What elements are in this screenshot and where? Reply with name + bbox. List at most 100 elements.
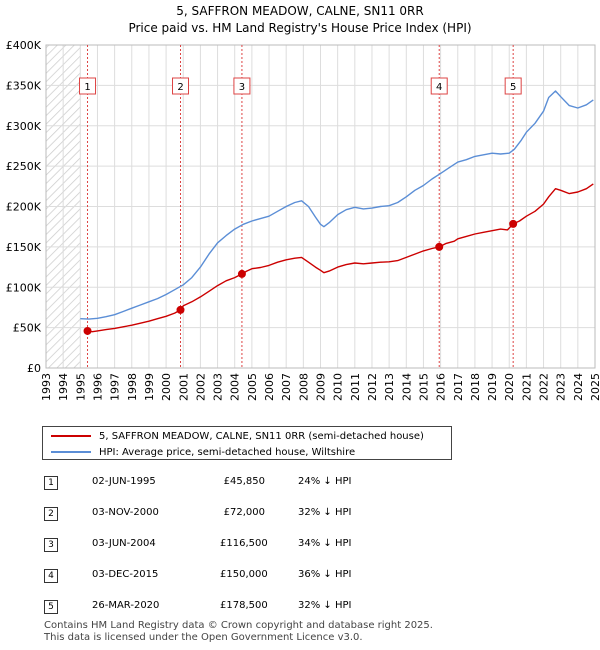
sale-point bbox=[435, 242, 444, 251]
sale-number: 5 bbox=[44, 600, 58, 614]
sale-price: £150,000 bbox=[220, 569, 268, 580]
sale-price: £178,500 bbox=[220, 600, 268, 611]
sale-hpi-diff: 32% ↓ HPI bbox=[298, 600, 352, 611]
x-tick-label: 2001 bbox=[177, 373, 190, 401]
sale-number: 4 bbox=[44, 569, 58, 583]
y-tick-label: £250K bbox=[6, 160, 42, 173]
sale-price: £45,850 bbox=[223, 476, 265, 487]
sale-hpi-diff: 24% ↓ HPI bbox=[298, 476, 352, 487]
x-tick-label: 2007 bbox=[280, 373, 293, 401]
legend: 5, SAFFRON MEADOW, CALNE, SN11 0RR (semi… bbox=[42, 426, 452, 460]
x-tick-label: 2006 bbox=[263, 373, 276, 401]
footer-licence: This data is licensed under the Open Gov… bbox=[44, 632, 363, 643]
x-tick-label: 1997 bbox=[109, 373, 122, 401]
x-tick-label: 2009 bbox=[315, 373, 328, 401]
sale-marker-number: 4 bbox=[436, 82, 442, 93]
sale-point bbox=[176, 305, 185, 314]
chart-title: 5, SAFFRON MEADOW, CALNE, SN11 0RR bbox=[176, 4, 423, 18]
sale-date: 03-JUN-2004 bbox=[92, 538, 156, 549]
x-tick-label: 2014 bbox=[400, 373, 413, 401]
x-tick-label: 2004 bbox=[229, 373, 242, 401]
x-tick-label: 2024 bbox=[572, 373, 585, 401]
x-tick-label: 2015 bbox=[417, 373, 430, 401]
plot-border bbox=[45, 44, 596, 369]
sale-marker-number: 1 bbox=[84, 82, 90, 93]
legend-item-property: 5, SAFFRON MEADOW, CALNE, SN11 0RR (semi… bbox=[51, 428, 424, 444]
sale-date: 02-JUN-1995 bbox=[92, 476, 156, 487]
x-tick-label: 2017 bbox=[452, 373, 465, 401]
y-tick-label: £150K bbox=[6, 241, 42, 254]
sale-number: 3 bbox=[44, 538, 58, 552]
table-row: 5 26-MAR-2020 £178,500 32% ↓ HPI bbox=[40, 595, 440, 619]
sale-marker-box bbox=[430, 77, 448, 95]
x-tick-label: 1995 bbox=[74, 373, 87, 401]
x-tick-label: 2025 bbox=[589, 373, 600, 401]
sale-marker-lines bbox=[87, 45, 514, 368]
x-tick-label: 2016 bbox=[435, 373, 448, 401]
y-tick-label: £100K bbox=[6, 281, 42, 294]
table-row: 2 03-NOV-2000 £72,000 32% ↓ HPI bbox=[40, 502, 440, 526]
legend-item-hpi: HPI: Average price, semi-detached house,… bbox=[51, 444, 355, 460]
footer: Contains HM Land Registry data © Crown c… bbox=[44, 620, 433, 644]
sale-marker-number: 2 bbox=[177, 82, 183, 93]
y-axis: £0 £50K £100K £150K £200K £250K £300K £350K £400… bbox=[6, 39, 42, 375]
sale-hpi-diff: 36% ↓ HPI bbox=[298, 569, 352, 580]
y-tick-label: £300K bbox=[6, 120, 42, 133]
legend-label-property: 5, SAFFRON MEADOW, CALNE, SN11 0RR (semi… bbox=[99, 430, 424, 442]
x-tick-label: 2008 bbox=[297, 373, 310, 401]
x-tick-label: 1993 bbox=[40, 373, 53, 401]
y-tick-label: £400K bbox=[6, 39, 42, 52]
hpi-line bbox=[80, 90, 594, 320]
x-tick-label: 1999 bbox=[143, 373, 156, 401]
y-tick-label: £0 bbox=[27, 362, 41, 375]
grid bbox=[45, 44, 596, 369]
x-tick-label: 2012 bbox=[366, 373, 379, 401]
x-tick-label: 2021 bbox=[520, 373, 533, 401]
legend-label-hpi: HPI: Average price, semi-detached house,… bbox=[99, 446, 356, 458]
sale-date: 26-MAR-2020 bbox=[92, 600, 160, 611]
legend-swatch-property bbox=[51, 435, 91, 437]
x-tick-label: 2020 bbox=[503, 373, 516, 401]
sale-hpi-diff: 34% ↓ HPI bbox=[298, 538, 352, 549]
sale-marker-box bbox=[504, 77, 522, 95]
footer-copyright: Contains HM Land Registry data © Crown c… bbox=[44, 620, 433, 631]
x-tick-label: 2005 bbox=[246, 373, 259, 401]
sale-price: £72,000 bbox=[223, 507, 265, 518]
x-tick-label: 2000 bbox=[160, 373, 173, 401]
price-chart: 5, SAFFRON MEADOW, CALNE, SN11 0RR Price… bbox=[6, 4, 600, 401]
sale-marker-boxes: 1 2 3 4 5 bbox=[79, 77, 522, 95]
legend-swatch-hpi bbox=[51, 451, 91, 453]
sale-date: 03-DEC-2015 bbox=[92, 569, 159, 580]
x-tick-label: 2010 bbox=[332, 373, 345, 401]
x-tick-label: 2023 bbox=[555, 373, 568, 401]
x-tick-label: 2022 bbox=[538, 373, 551, 401]
sale-marker-box bbox=[172, 77, 190, 95]
sale-point bbox=[237, 269, 246, 278]
x-tick-label: 2002 bbox=[194, 373, 207, 401]
series-lines bbox=[80, 90, 594, 333]
sale-point bbox=[509, 219, 518, 228]
table-row: 3 03-JUN-2004 £116,500 34% ↓ HPI bbox=[40, 533, 440, 557]
sale-marker-box bbox=[79, 77, 97, 95]
x-tick-label: 1998 bbox=[126, 373, 139, 401]
x-tick-label: 1996 bbox=[91, 373, 104, 401]
y-tick-label: £350K bbox=[6, 79, 42, 92]
sale-marker-number: 3 bbox=[239, 82, 245, 93]
x-tick-label: 2018 bbox=[469, 373, 482, 401]
sale-marker-box bbox=[233, 77, 251, 95]
sale-marker-number: 5 bbox=[510, 82, 516, 93]
x-tick-label: 2013 bbox=[383, 373, 396, 401]
sale-number: 2 bbox=[44, 507, 58, 521]
sale-points bbox=[83, 219, 518, 335]
table-row: 4 03-DEC-2015 £150,000 36% ↓ HPI bbox=[40, 564, 440, 588]
y-tick-label: £50K bbox=[13, 322, 42, 335]
x-tick-label: 2003 bbox=[212, 373, 225, 401]
sale-point bbox=[83, 326, 92, 335]
chart-subtitle: Price paid vs. HM Land Registry's House … bbox=[128, 21, 471, 35]
sale-date: 03-NOV-2000 bbox=[92, 507, 159, 518]
table-row: 1 02-JUN-1995 £45,850 24% ↓ HPI bbox=[40, 471, 440, 495]
x-axis: 1993 1994 1995 1996 1997 1998 1999 2000 2001 2002… bbox=[40, 373, 600, 401]
x-tick-label: 2019 bbox=[486, 373, 499, 401]
sale-price: £116,500 bbox=[220, 538, 268, 549]
x-tick-label: 2011 bbox=[349, 373, 362, 401]
